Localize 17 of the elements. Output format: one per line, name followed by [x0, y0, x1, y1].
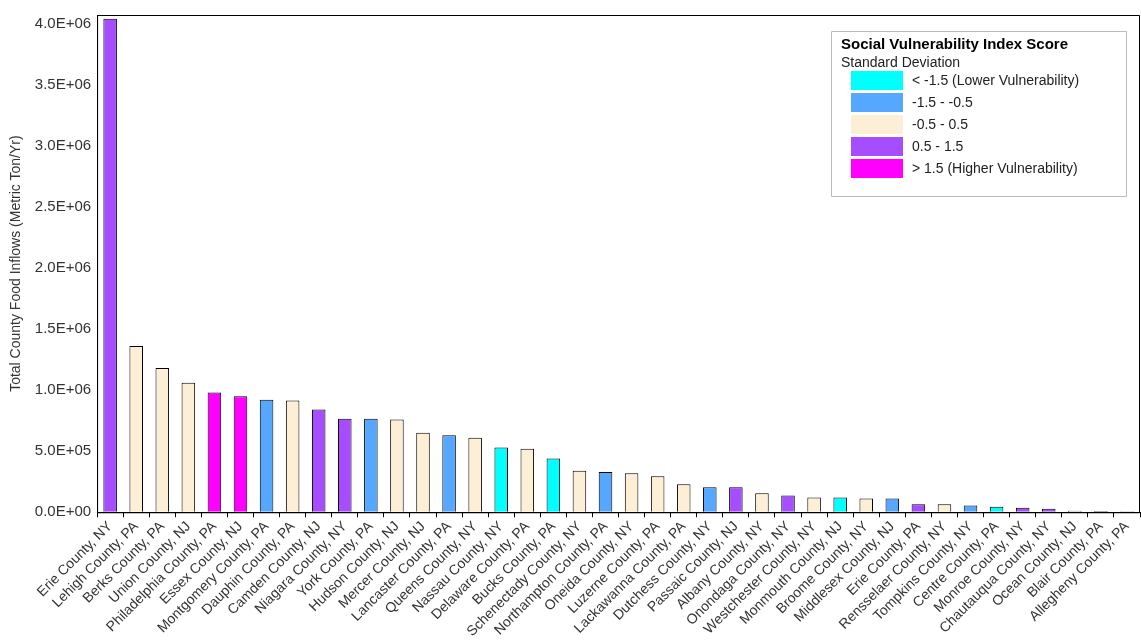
y-tick-label: 0.0E+00	[34, 502, 92, 520]
y-tick-label: 4.0E+06	[34, 13, 92, 31]
y-axis-title: Total County Food Inflows (Metric Ton/Yr)	[7, 135, 24, 392]
y-tick-label: 3.5E+06	[34, 74, 92, 92]
y-tick-label: 3.0E+06	[34, 135, 92, 153]
y-tick-label: 5.0E+05	[34, 441, 92, 459]
legend-label: > 1.5 (Higher Vulnerability)	[912, 159, 1078, 176]
legend-title: Social Vulnerability Index Score	[841, 35, 1069, 53]
legend-label: -1.5 - -0.5	[912, 93, 973, 110]
y-tick-label: 1.0E+06	[34, 380, 92, 398]
annotation: Standard Deviation	[841, 53, 961, 70]
y-tick-label: 1.5E+06	[34, 319, 92, 337]
y-tick-label: 2.0E+06	[34, 258, 92, 276]
legend-label: < -1.5 (Lower Vulnerability)	[912, 71, 1080, 88]
legend-label: 0.5 - 1.5	[912, 137, 964, 154]
y-tick-label: 2.5E+06	[34, 196, 92, 214]
legend-label: -0.5 - 0.5	[912, 115, 969, 132]
